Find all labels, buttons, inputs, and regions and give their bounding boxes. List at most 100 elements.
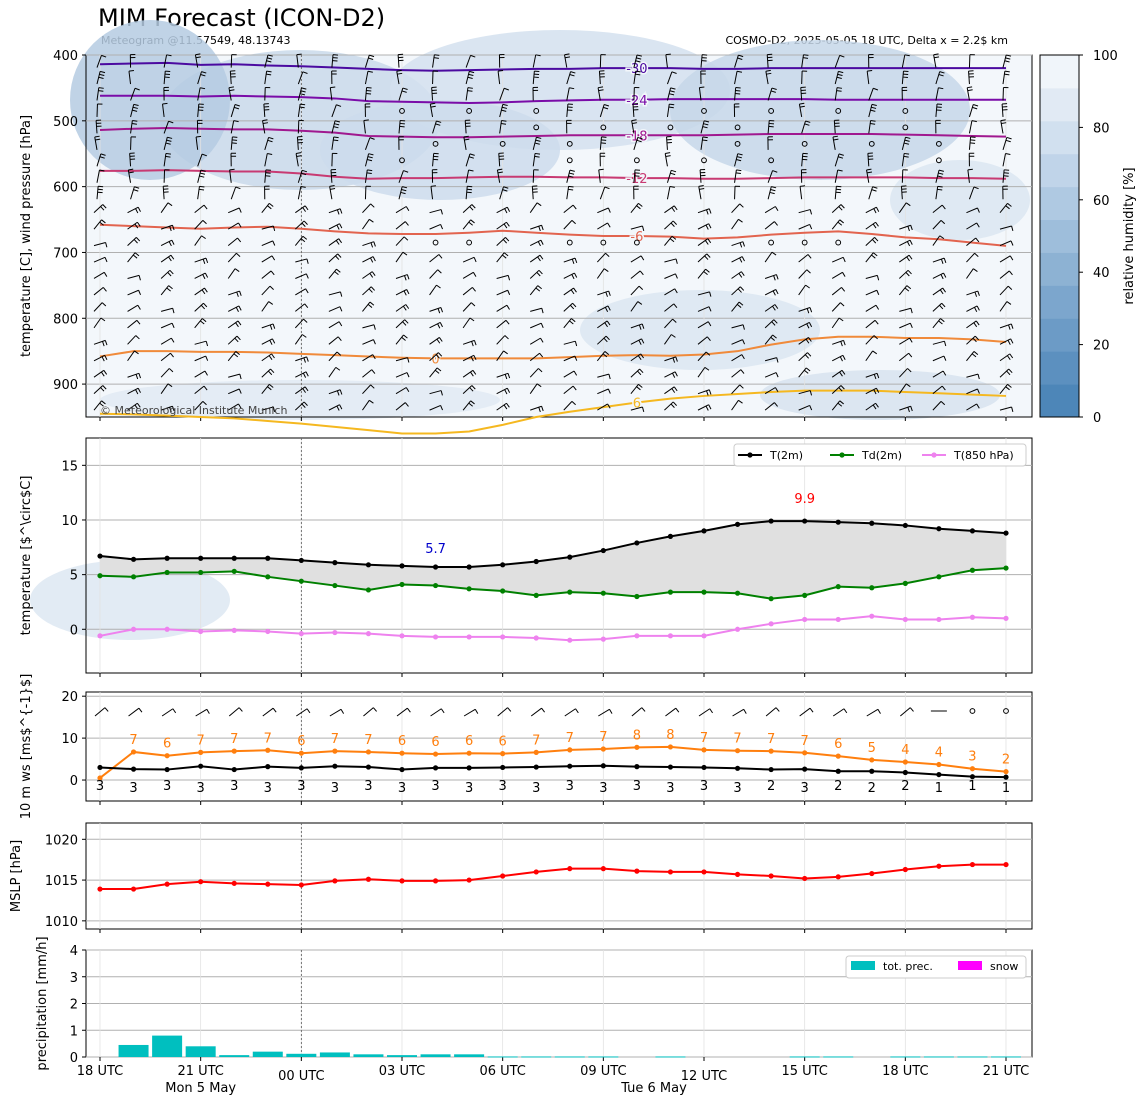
wind-barb-feather [165,152,171,155]
wind-barb-feather [300,238,306,243]
wind-barb [868,104,873,118]
wind-barb-feather [402,186,408,189]
wind-barb-feather [977,373,980,380]
wind-barb-feather [132,120,138,122]
calm-wind-marker [566,140,573,147]
wind-barb [731,219,739,230]
wind-barb-feather [1005,139,1011,143]
wind-barb [328,367,337,378]
wind-barb-feather [905,136,911,139]
wind-barb [432,120,437,134]
series-Td(2m)-point [298,578,304,584]
wind-barb-feather [669,103,675,106]
wind-barb [96,153,102,167]
wind-barb [160,322,173,329]
wind-barb [966,290,978,296]
wind-barb-feather [742,324,745,330]
series-T(2m)-point [533,558,539,565]
wind-barb-feather [167,383,173,388]
series-gust-point [1003,769,1009,775]
wind-barb-feather [302,388,306,393]
wind-barb-feather [329,185,335,187]
series-T(2m)-point [466,564,472,570]
wind-barb [529,368,539,378]
series-gust-point [466,750,472,756]
gust-value-label: 5 [868,741,876,756]
wind-barb [866,169,870,183]
surface-wind-barb [900,707,911,717]
wind-speed-value-label: 3 [96,779,104,794]
wind-barb [865,319,876,329]
wind-barb-feather [99,402,104,407]
wind-barb-feather [637,136,643,140]
wind-barb [764,289,777,296]
isotherm-label: 6 [633,397,641,412]
wind-barb-feather [598,168,604,171]
series-wind-speed-point [969,774,976,780]
wind-barb-feather [638,383,643,388]
wind-barb-feather [632,122,638,125]
wind-barb-feather [303,220,308,225]
wind-barb-feather [268,301,274,305]
wind-barb-feather [373,241,376,247]
wind-barb [935,186,939,200]
wind-barb-feather [737,153,743,156]
legend-label: T(2m) [769,449,803,462]
wind-barb [163,121,170,134]
calm-wind-marker [499,140,506,147]
wind-barb [530,405,542,411]
wind-barb [697,208,710,214]
series-T(2m)-point [198,555,204,561]
wind-barb-feather [838,70,844,74]
surface-wind-barb [765,707,777,717]
wind-barb-feather [100,317,106,322]
series-T(2m)-point [835,519,841,525]
isotherm--24-line [100,94,1006,105]
wind-barb-feather [267,205,272,210]
panel-4-ylabel: precipitation [mm/h] [35,936,50,1070]
calm-wind-marker [935,140,942,147]
series-T(850 hPa)-point [97,633,103,639]
surface-wind-barb [866,708,879,717]
wind-barb [633,169,636,183]
wind-barb-feather [766,72,772,75]
wind-barb-feather [799,102,805,105]
wind-barb-feather [401,336,406,341]
wind-barb-feather [170,254,175,260]
wind-barb-feather [933,53,939,56]
wind-barb [664,386,675,395]
wind-barb-feather [99,73,105,77]
series-mslp-point [567,866,573,872]
wind-barb [566,87,570,101]
wind-barb-feather [262,122,269,125]
wind-barb-feather [238,207,242,213]
wind-barb [865,206,877,214]
series-mslp-point [265,881,271,887]
wind-barb [1002,137,1008,151]
series-mslp-point [332,878,338,884]
wind-barb-feather [772,334,777,339]
wind-barb-feather [370,203,375,208]
wind-barb-feather [436,120,442,123]
wind-barb [395,236,405,246]
wind-barb [834,153,840,167]
wind-barb-feather [775,372,779,378]
wind-barb-feather [401,90,407,93]
wind-barb [429,404,441,411]
wind-barb-feather [839,371,843,377]
series-gust-point [265,747,271,753]
wind-barb [163,54,168,68]
isotherm-label: -6 [630,230,643,245]
wind-barb-feather [503,186,509,189]
wind-barb-feather [571,400,576,406]
surface-wind-barb-feather [877,709,881,714]
wind-barb-feather [1006,136,1012,140]
wind-barb-feather [910,308,913,314]
wind-barb-feather [373,324,376,330]
wind-barb-feather [506,387,511,393]
wind-barb [734,71,738,85]
wind-barb [966,222,977,230]
wind-barb [798,254,809,263]
wind-barb-feather [497,168,503,171]
series-T(850 hPa)-point [432,634,439,640]
